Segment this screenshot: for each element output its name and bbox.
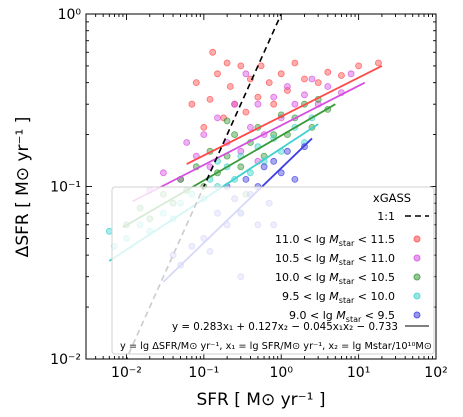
legend-label-series-3: 10.0 < lg Mstar < 10.5 [275, 271, 395, 286]
data-point-series-1 [355, 62, 363, 70]
legend-label-series-2: 10.5 < lg Mstar < 11.0 [275, 252, 395, 267]
legend: xGASS 1:1 11.0 < lg Mstar < 11.5 10.5 < … [111, 186, 435, 355]
data-point-series-1 [192, 79, 200, 86]
data-point-series-2 [301, 91, 308, 99]
fit-line-series-1 [186, 65, 383, 165]
data-point-series-1 [242, 108, 250, 116]
y-tick-label: 10⁻¹ [50, 180, 81, 196]
y-tick-label: 10⁰ [58, 7, 82, 23]
data-point-series-1 [214, 70, 221, 78]
legend-label-series-2-head: 10.5 < lg [275, 252, 326, 265]
legend-label-series-4-sub: star [339, 296, 355, 305]
data-point-series-2 [246, 124, 254, 131]
data-point-series-1 [337, 72, 345, 79]
data-point-series-1 [223, 59, 231, 67]
legend-label-series-4-head: 9.5 < lg [282, 290, 326, 303]
data-point-series-1 [301, 75, 308, 83]
data-point-series-1 [314, 79, 322, 86]
data-point-series-2 [291, 100, 299, 108]
legend-label-series-4: 9.5 < lg Mstar < 10.0 [282, 290, 395, 305]
x-tick-label: 10² [424, 365, 447, 381]
data-point-series-5 [291, 175, 299, 183]
legend-label-series-3-m: M [326, 271, 339, 284]
data-point-series-2 [347, 70, 355, 78]
data-point-series-1 [237, 62, 245, 70]
legend-label-series-1-m: M [326, 233, 339, 246]
data-point-series-1 [188, 100, 196, 108]
data-point-series-1 [209, 48, 217, 56]
data-point-series-3 [231, 131, 239, 139]
data-point-series-2 [324, 83, 332, 90]
data-point-series-2 [283, 83, 291, 90]
legend-label-series-4-tail: < 10.0 [354, 290, 395, 303]
data-point-series-5 [260, 163, 268, 171]
data-point-series-4 [105, 227, 113, 235]
legend-label-series-1-sub: star [339, 239, 355, 248]
legend-marker-series-2 [413, 254, 421, 262]
data-point-series-5 [277, 169, 285, 177]
legend-label-series-5-head: 9.0 < lg [289, 309, 333, 322]
y-axis-label: ΔSFR [ M⊙ yr⁻¹ ] [13, 117, 33, 258]
legend-label-series-2-m: M [326, 252, 339, 265]
x-axis-label: SFR [ M⊙ yr⁻¹ ] [196, 390, 325, 410]
legend-label-fit: y = 0.283x₁ + 0.127x₂ − 0.045x₁x₂ − 0.73… [172, 320, 398, 333]
legend-label-series-1-tail: < 11.5 [354, 233, 395, 246]
data-point-series-3 [223, 117, 231, 125]
data-point-series-1 [277, 70, 285, 78]
legend-label-series-3-head: 10.0 < lg [275, 271, 326, 284]
data-point-series-2 [254, 100, 262, 108]
legend-label-series-4-m: M [326, 290, 339, 303]
data-point-series-1 [226, 83, 234, 90]
data-point-series-2 [231, 100, 239, 108]
legend-label-series-1-head: 11.0 < lg [275, 233, 326, 246]
x-tick-label: 10⁻¹ [188, 365, 219, 381]
legend-label-series-5-sub: star [346, 315, 362, 324]
x-tick-label: 10¹ [347, 365, 370, 381]
legend-label-series-2-sub: star [339, 258, 355, 267]
data-point-series-2 [214, 114, 221, 122]
data-point-series-5 [270, 157, 278, 165]
fit-line-series-2 [132, 81, 366, 203]
legend-marker-series-5 [413, 311, 421, 319]
data-point-series-2 [183, 139, 191, 146]
data-point-series-2 [308, 75, 316, 83]
data-point-series-1 [265, 79, 273, 86]
data-point-series-2 [237, 147, 245, 155]
data-point-series-1 [270, 100, 278, 108]
data-point-series-4 [246, 169, 254, 177]
data-point-series-2 [200, 131, 208, 139]
data-point-series-1 [200, 124, 208, 131]
data-point-series-1 [254, 93, 262, 101]
data-point-series-1 [257, 62, 265, 70]
legend-note: y = lg ΔSFR/M⊙ yr⁻¹, x₁ = lg SFR/M⊙ yr⁻¹… [120, 341, 432, 352]
legend-marker-series-1 [413, 235, 421, 243]
legend-label-series-1: 11.0 < lg Mstar < 11.5 [275, 233, 395, 248]
legend-label-series-5: 9.0 < lg Mstar < 9.5 [289, 309, 395, 324]
legend-label-series-5-tail: < 9.5 [361, 309, 395, 322]
data-point-series-1 [374, 59, 382, 67]
data-point-series-3 [237, 163, 245, 171]
x-tick-label: 10⁰ [270, 365, 294, 381]
y-tick-label: 10⁻² [50, 352, 81, 368]
legend-label-series-3-tail: < 10.5 [354, 271, 395, 284]
data-point-series-2 [159, 169, 167, 177]
data-point-series-2 [270, 93, 278, 101]
legend-box [111, 186, 435, 355]
legend-label-series-3-sub: star [339, 277, 355, 286]
legend-marker-series-4 [413, 292, 421, 300]
data-point-series-2 [242, 70, 250, 78]
data-point-series-1 [206, 96, 214, 103]
x-tick-label: 10⁻² [111, 365, 142, 381]
legend-marker-series-3 [413, 273, 421, 281]
legend-title: xGASS [373, 191, 411, 205]
legend-label-one-to-one: 1:1 [377, 210, 395, 223]
legend-label-series-5-m: M [333, 309, 346, 322]
data-point-series-1 [291, 59, 299, 67]
data-point-series-5 [242, 175, 250, 183]
legend-label-series-2-tail: < 11.0 [354, 252, 395, 265]
data-point-series-1 [324, 68, 332, 76]
data-point-series-5 [283, 147, 291, 155]
